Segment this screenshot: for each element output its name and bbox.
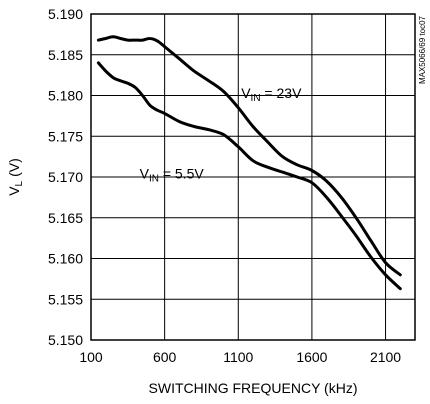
- figure-code: MAX5066/69 toc07: [418, 15, 427, 84]
- y-axis-label: VL (V): [6, 158, 25, 196]
- series-label-main: V: [140, 166, 150, 182]
- series-line-vin-5-5v: [96, 61, 402, 291]
- y-tick-label: 5.190: [48, 6, 83, 22]
- series-label-vin-23v: VIN = 23V: [241, 85, 302, 104]
- y-axis-label-sub: L: [14, 180, 25, 186]
- y-tick-label: 5.160: [48, 251, 83, 267]
- x-axis-label: SWITCHING FREQUENCY (kHz): [149, 380, 358, 396]
- y-axis-label-unit: (V): [6, 158, 22, 177]
- x-tick-label: 2100: [370, 349, 401, 365]
- y-axis-label-main: V: [6, 186, 22, 196]
- y-tick-label: 5.180: [48, 88, 83, 104]
- series-label-sub: IN: [251, 93, 261, 104]
- y-tick-label: 5.165: [48, 210, 83, 226]
- y-tick-label: 5.185: [48, 47, 83, 63]
- x-tick-label: 100: [79, 349, 103, 365]
- y-tick-label: 5.175: [48, 128, 83, 144]
- plot-frame-layer: [90, 13, 416, 341]
- y-tick-label: 5.155: [48, 291, 83, 307]
- x-tick-label: 1100: [223, 349, 253, 365]
- tick-labels: 100 600 1100 1600 2100 5.150 5.155 5.160 5.165 5.…: [48, 6, 401, 365]
- series-label-main: V: [241, 85, 251, 101]
- series-line-vin-23v: [96, 35, 402, 277]
- x-tick-label: 600: [153, 349, 177, 365]
- series-label-rest: = 23V: [261, 85, 303, 101]
- plot-frame: [90, 13, 416, 341]
- series-label-sub: IN: [149, 174, 159, 185]
- grid: [91, 14, 415, 340]
- y-tick-label: 5.170: [48, 169, 83, 185]
- y-tick-label: 5.150: [48, 332, 83, 348]
- series-label-vin-5-5v: VIN = 5.5V: [140, 166, 205, 185]
- x-tick-label: 1600: [296, 349, 327, 365]
- series-layer: [96, 35, 402, 291]
- series-label-rest: = 5.5V: [159, 166, 204, 182]
